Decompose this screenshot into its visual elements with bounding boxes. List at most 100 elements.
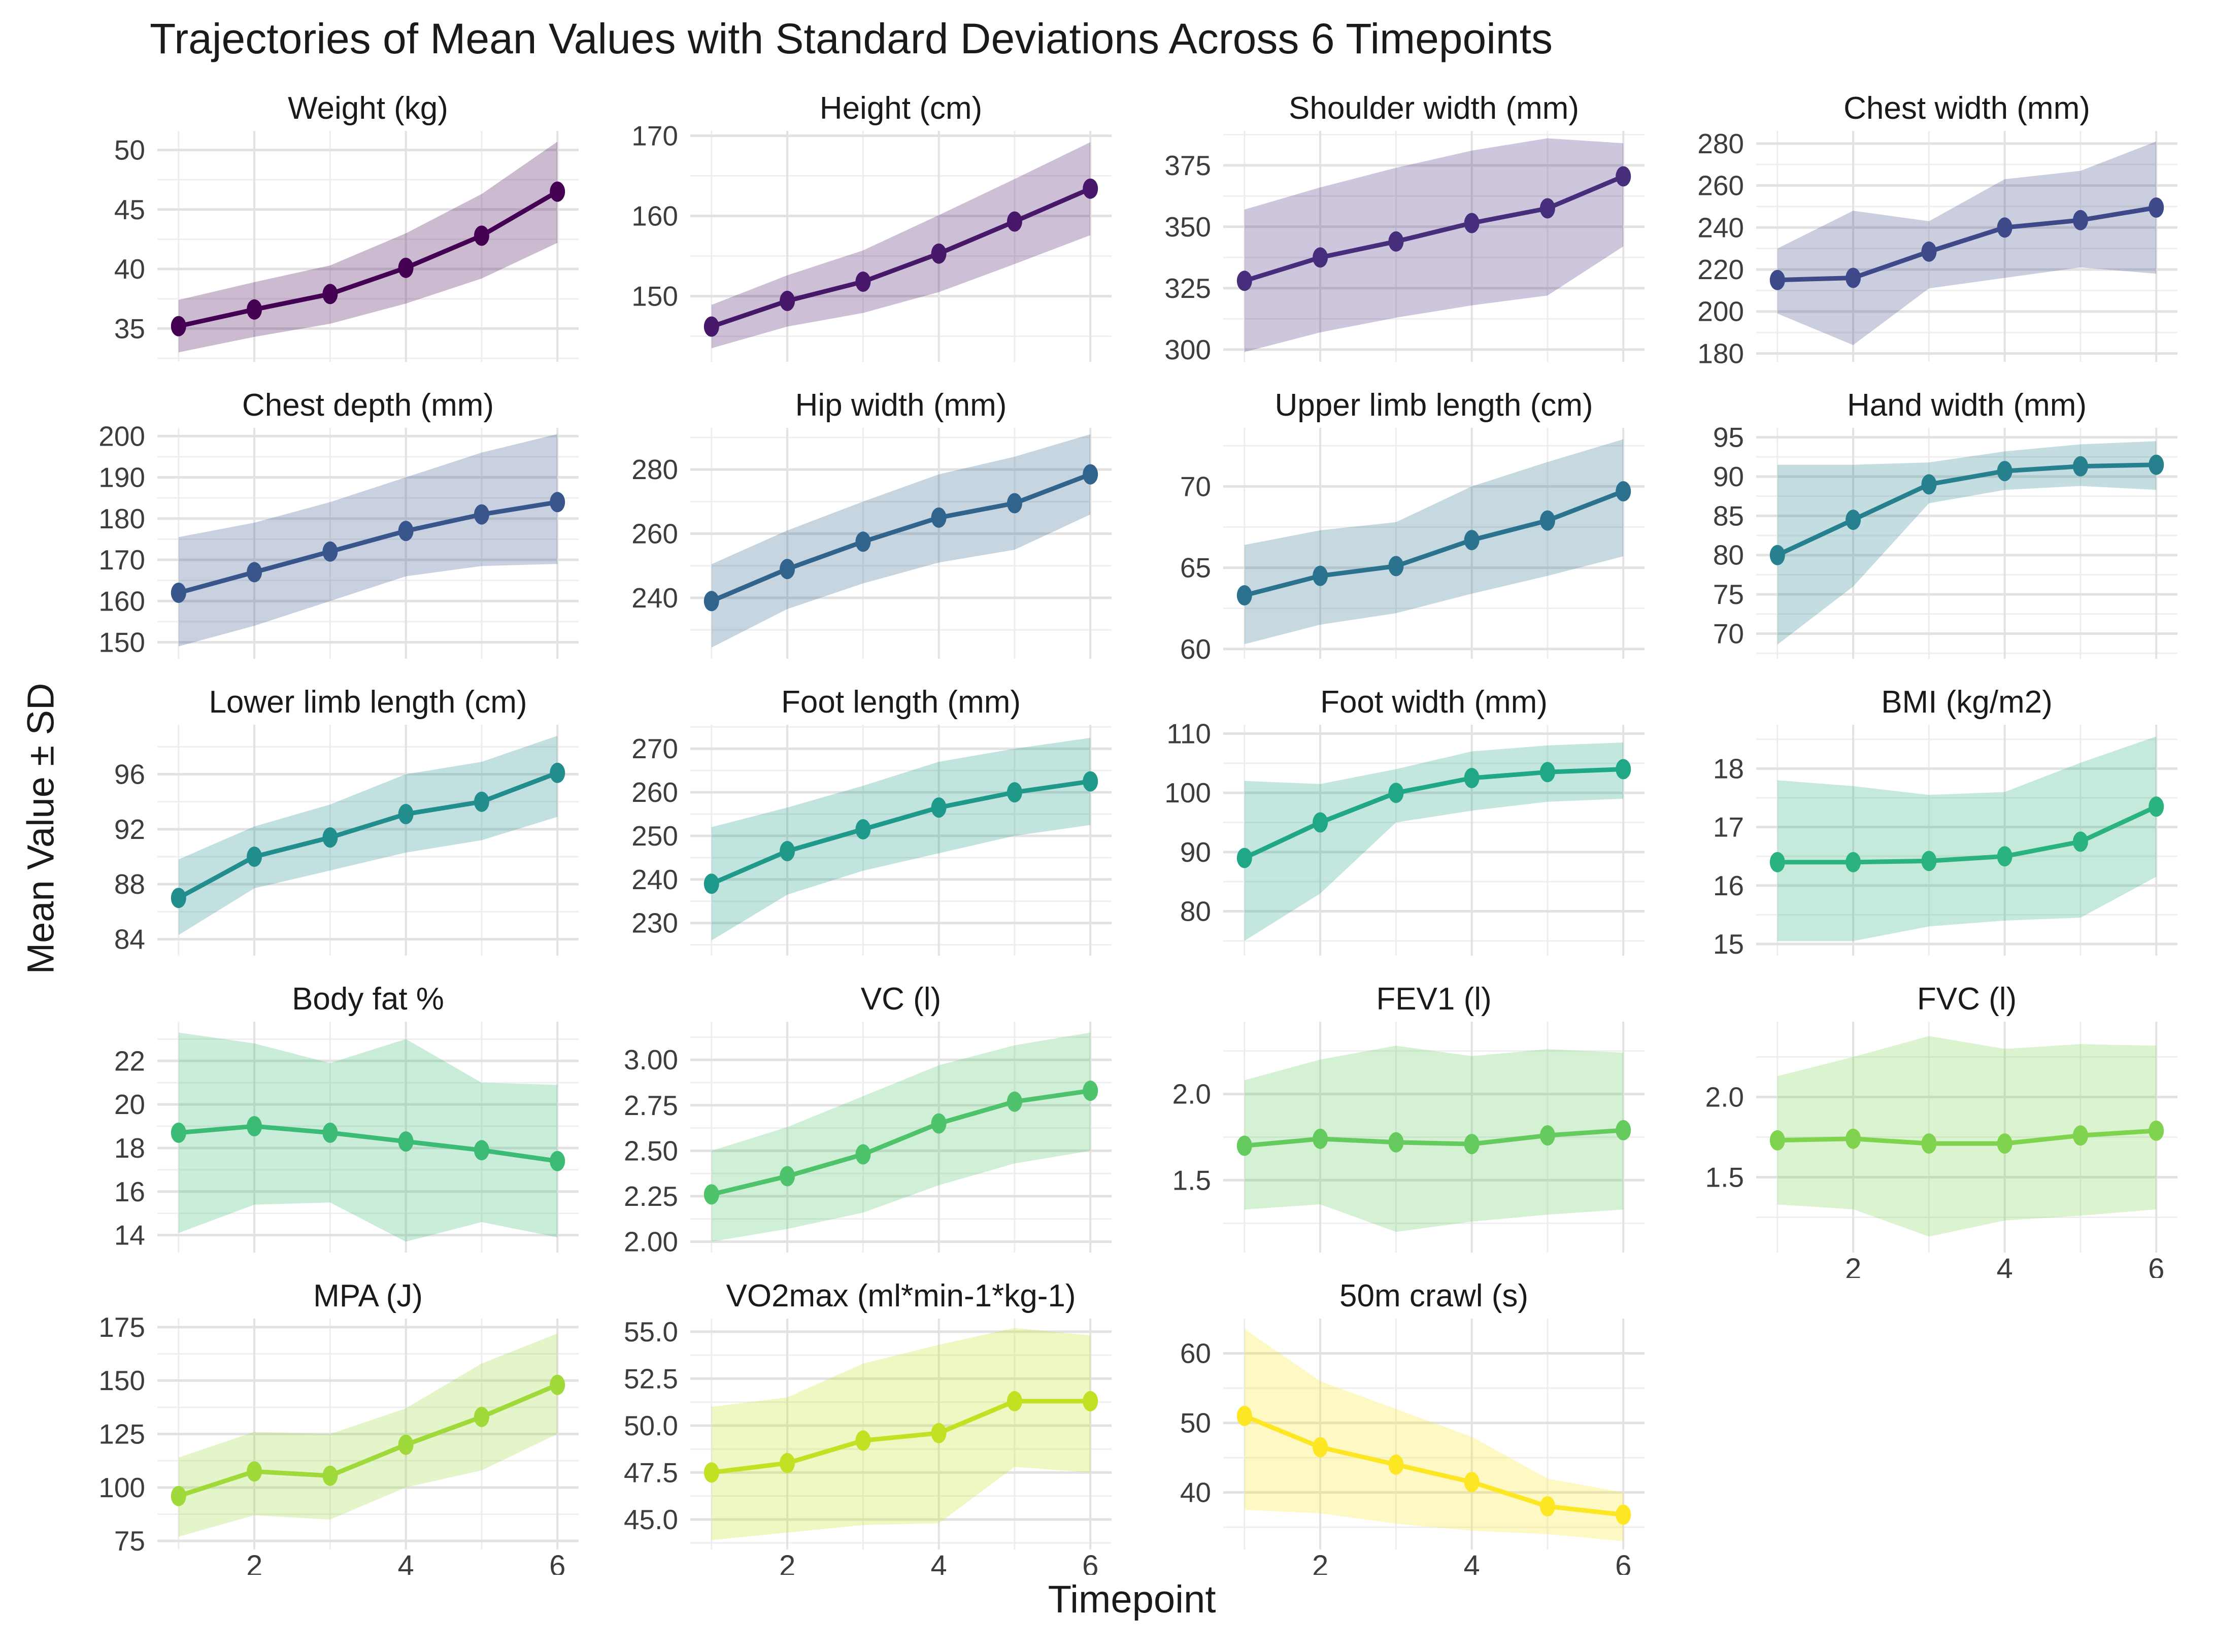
svg-text:45.0: 45.0 [624,1504,678,1535]
data-points [703,1081,1098,1205]
gridlines [1223,1022,1645,1253]
panel-plot: FVC (l) 1.5 2.0 2 4 6 [1705,982,2177,1278]
y-tick-labels: 1.5 2.0 [1705,1082,1744,1193]
sd-ribbon [1244,439,1624,645]
svg-text:100: 100 [98,1472,145,1503]
sd-ribbon [711,434,1091,648]
panel-title: VC (l) [861,982,941,1017]
facet-panel-body-fat: Body fat % 14 16 18 20 22 [66,981,599,1278]
svg-text:20: 20 [114,1089,145,1120]
chart-title: Trajectories of Mean Values with Standar… [150,15,1553,62]
svg-text:190: 190 [98,462,145,493]
svg-text:180: 180 [98,503,145,534]
data-points [703,178,1098,337]
y-tick-labels: 150 160 170 [631,120,678,312]
svg-text:80: 80 [1713,540,1744,571]
svg-text:200: 200 [1697,296,1744,327]
svg-text:47.5: 47.5 [624,1457,678,1488]
sd-ribbon [1244,138,1624,352]
gridlines [1223,725,1645,956]
sd-ribbon [711,1328,1091,1540]
svg-text:40: 40 [1180,1477,1211,1508]
svg-text:2: 2 [779,1549,795,1575]
facet-panel-chest-width-mm: Chest width (mm) 180 200 220 240 260 280 [1665,90,2198,387]
mean-line [709,1088,1093,1197]
panel-plot: Foot length (mm) 230 240 250 260 270 [631,685,1112,956]
svg-text:160: 160 [98,585,145,617]
svg-text:270: 270 [631,733,678,764]
sd-ribbon [178,1333,558,1537]
svg-text:260: 260 [1697,170,1744,201]
y-tick-labels: 15 16 17 18 [1713,753,1744,960]
facet-panel-50m-crawl-s: 50m crawl (s) 40 50 60 2 4 6 [1132,1278,1665,1575]
svg-text:4: 4 [930,1549,947,1575]
sd-ribbon [711,142,1091,349]
svg-text:70: 70 [1713,618,1744,649]
data-points [171,1116,565,1171]
svg-text:45: 45 [114,194,145,225]
facet-panel-fvc-l: FVC (l) 1.5 2.0 2 4 6 [1665,981,2198,1278]
svg-text:40: 40 [114,253,145,285]
svg-text:17: 17 [1713,812,1744,843]
svg-text:230: 230 [631,907,678,939]
x-tick-labels: 2 4 6 [246,1549,565,1575]
svg-text:280: 280 [1697,128,1744,159]
panel-title: Shoulder width (mm) [1289,91,1579,126]
svg-text:4: 4 [397,1549,414,1575]
svg-text:220: 220 [1697,254,1744,285]
svg-text:325: 325 [1164,273,1211,304]
data-points [1769,454,2164,565]
mean-line [176,1124,560,1164]
sd-ribbon [178,142,558,353]
panel-title: Height (cm) [820,91,982,126]
mean-line [1242,1413,1626,1517]
panel-title: 50m crawl (s) [1339,1278,1528,1313]
panel-plot: BMI (kg/m2) 15 16 17 18 [1713,685,2177,960]
panel-plot: Chest depth (mm) 150 160 170 180 190 200 [98,388,579,659]
y-tick-labels: 75 100 125 150 175 [98,1311,145,1557]
svg-text:70: 70 [1180,470,1211,502]
data-points [1236,166,1631,291]
svg-text:16: 16 [114,1176,145,1207]
panel-plot: Hand width (mm) 70 75 80 85 90 95 [1713,388,2177,659]
svg-text:4: 4 [1463,1549,1480,1575]
panel-title: FVC (l) [1917,982,2017,1017]
svg-text:240: 240 [631,582,678,614]
svg-text:80: 80 [1180,896,1211,927]
gridlines [690,1022,1112,1253]
panel-plot: FEV1 (l) 1.5 2.0 [1172,982,1645,1253]
sd-ribbon [1244,1329,1624,1541]
y-tick-labels: 35 40 45 50 [114,134,145,345]
svg-text:50: 50 [114,134,145,166]
gridlines [157,1022,579,1253]
svg-text:6: 6 [549,1549,565,1575]
mean-line [1775,804,2159,865]
sd-ribbon [1777,141,2157,345]
svg-text:16: 16 [1713,870,1744,901]
svg-text:260: 260 [631,777,678,808]
facet-panel-fev1-l: FEV1 (l) 1.5 2.0 [1132,981,1665,1278]
sd-ribbon [1244,1046,1624,1232]
gridlines [157,725,579,956]
svg-text:110: 110 [1166,718,1211,750]
y-tick-labels: 1.5 2.0 [1172,1078,1211,1196]
mean-line [709,779,1093,886]
mean-line [1775,1128,2159,1146]
x-axis-title: Timepoint [1048,1578,1216,1621]
mean-line [176,189,560,329]
panel-title: VO2max (ml*min-1*kg-1) [726,1278,1076,1313]
panel-title: Chest width (mm) [1843,91,2090,126]
mean-line [709,1399,1093,1475]
panel-title: Lower limb length (cm) [209,685,527,720]
facet-panel-height-cm: Height (cm) 150 160 170 [599,90,1132,387]
svg-text:6: 6 [2148,1253,2164,1278]
svg-text:170: 170 [98,544,145,576]
y-tick-labels: 40 50 60 [1180,1338,1211,1508]
data-points [1236,481,1631,605]
svg-text:280: 280 [631,454,678,485]
panel-plot: Upper limb length (cm) 60 65 70 [1180,388,1645,665]
svg-text:1.5: 1.5 [1172,1164,1211,1196]
panel-plot: Shoulder width (mm) 300 325 350 375 [1164,91,1645,365]
y-tick-labels: 60 65 70 [1180,470,1211,664]
y-tick-labels: 70 75 80 85 90 95 [1713,422,1744,650]
